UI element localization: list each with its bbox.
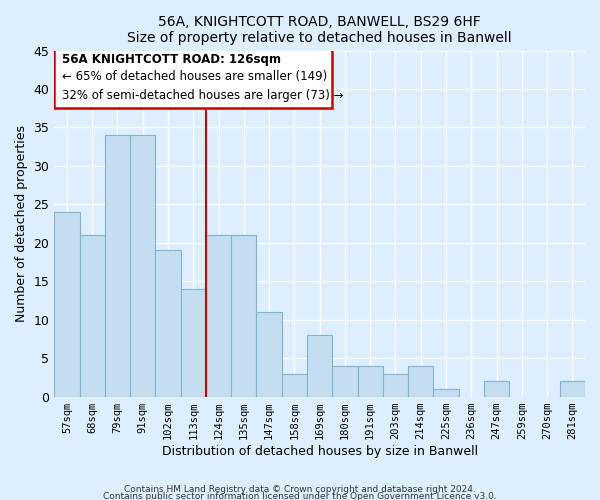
- Y-axis label: Number of detached properties: Number of detached properties: [15, 125, 28, 322]
- X-axis label: Distribution of detached houses by size in Banwell: Distribution of detached houses by size …: [161, 444, 478, 458]
- Text: ← 65% of detached houses are smaller (149): ← 65% of detached houses are smaller (14…: [62, 70, 327, 83]
- Text: Contains public sector information licensed under the Open Government Licence v3: Contains public sector information licen…: [103, 492, 497, 500]
- Text: Contains HM Land Registry data © Crown copyright and database right 2024.: Contains HM Land Registry data © Crown c…: [124, 486, 476, 494]
- Bar: [80, 235, 105, 396]
- Bar: [433, 389, 458, 396]
- Bar: [307, 335, 332, 396]
- Bar: [130, 135, 155, 396]
- Bar: [408, 366, 433, 396]
- Bar: [231, 235, 256, 396]
- Bar: [155, 250, 181, 396]
- Bar: [484, 381, 509, 396]
- Bar: [560, 381, 585, 396]
- Bar: [105, 135, 130, 396]
- Bar: [282, 374, 307, 396]
- Bar: [181, 289, 206, 397]
- Bar: [206, 235, 231, 396]
- Text: 56A KNIGHTCOTT ROAD: 126sqm: 56A KNIGHTCOTT ROAD: 126sqm: [62, 53, 281, 66]
- FancyBboxPatch shape: [54, 46, 332, 108]
- Title: 56A, KNIGHTCOTT ROAD, BANWELL, BS29 6HF
Size of property relative to detached ho: 56A, KNIGHTCOTT ROAD, BANWELL, BS29 6HF …: [127, 15, 512, 45]
- Bar: [256, 312, 282, 396]
- Bar: [332, 366, 358, 396]
- Bar: [383, 374, 408, 396]
- Bar: [358, 366, 383, 396]
- Bar: [54, 212, 80, 396]
- Text: 32% of semi-detached houses are larger (73) →: 32% of semi-detached houses are larger (…: [62, 89, 343, 102]
